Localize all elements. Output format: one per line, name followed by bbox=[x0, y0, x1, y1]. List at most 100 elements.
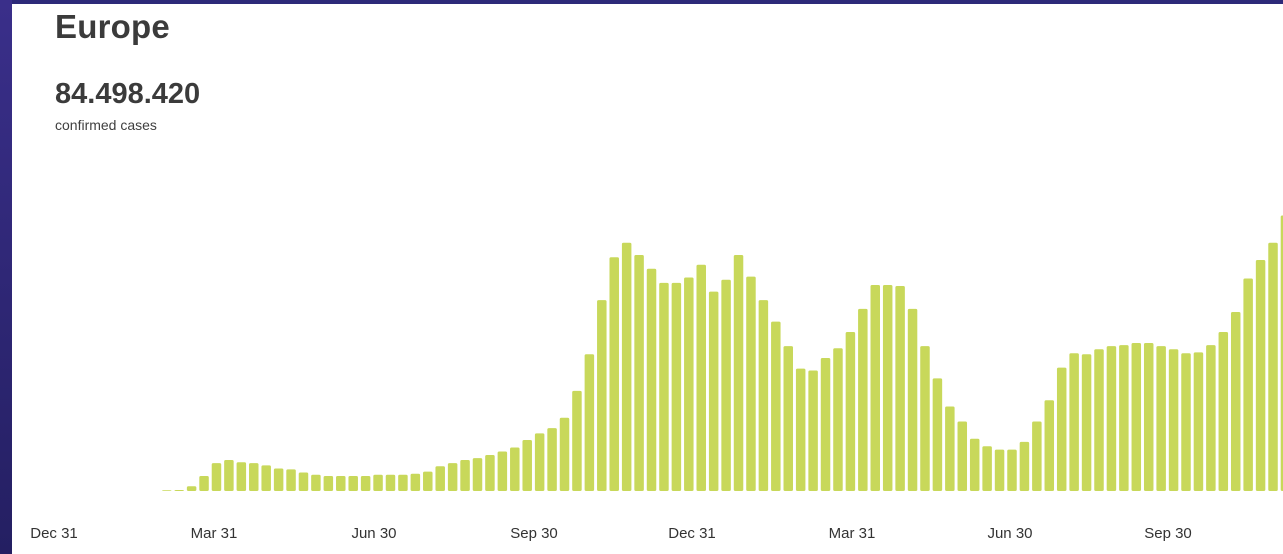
x-tick-label: Jun 30 bbox=[987, 525, 1032, 542]
bar bbox=[634, 255, 644, 491]
bar bbox=[423, 471, 433, 491]
bar bbox=[186, 486, 197, 491]
chart-card: Europe 84.498.420 confirmed cases Dec 31… bbox=[12, 4, 1283, 554]
bar bbox=[447, 463, 458, 491]
region-title: Europe bbox=[55, 8, 170, 45]
x-tick-label: Mar 31 bbox=[191, 525, 238, 542]
bar bbox=[609, 257, 619, 491]
bar bbox=[858, 308, 868, 491]
bar bbox=[534, 433, 545, 491]
bar bbox=[584, 354, 595, 491]
bar bbox=[224, 460, 234, 491]
bar bbox=[1156, 346, 1166, 491]
bar bbox=[659, 282, 669, 492]
bar bbox=[485, 455, 495, 491]
bar bbox=[410, 473, 421, 491]
bar bbox=[907, 308, 918, 491]
bar bbox=[1255, 260, 1266, 491]
bar bbox=[298, 472, 309, 491]
bar bbox=[895, 285, 905, 492]
bar bbox=[882, 285, 893, 491]
cases-bar-chart: Dec 31 Mar 31 Jun 30 Sep 30 Dec 31 Mar 31 Jun … bbox=[30, 215, 1283, 542]
bar bbox=[708, 291, 719, 491]
bar bbox=[1119, 345, 1129, 491]
bar bbox=[1106, 346, 1117, 491]
bar bbox=[870, 285, 881, 491]
window-frame-top bbox=[0, 0, 1283, 4]
bar bbox=[646, 268, 657, 491]
bar bbox=[1181, 353, 1191, 491]
bar bbox=[1019, 441, 1030, 491]
bar bbox=[808, 370, 818, 492]
bar bbox=[1280, 215, 1283, 491]
x-tick-label: Mar 31 bbox=[829, 525, 876, 542]
bar bbox=[621, 242, 632, 491]
bar bbox=[398, 474, 408, 491]
bar bbox=[1193, 352, 1204, 491]
bar bbox=[783, 346, 793, 491]
bar bbox=[1143, 342, 1154, 491]
bar bbox=[696, 264, 706, 491]
bar bbox=[969, 438, 980, 491]
bar bbox=[1044, 400, 1055, 491]
x-tick-label: Dec 31 bbox=[30, 525, 78, 542]
bar bbox=[522, 439, 532, 491]
bar bbox=[1243, 278, 1253, 491]
bar bbox=[721, 279, 731, 492]
bar bbox=[1007, 449, 1017, 491]
bar bbox=[1081, 354, 1092, 491]
bar bbox=[1056, 367, 1067, 491]
bar bbox=[795, 368, 806, 491]
x-tick-label: Dec 31 bbox=[668, 525, 716, 542]
bar bbox=[957, 421, 968, 491]
bar bbox=[1206, 345, 1216, 491]
x-axis-ticks: Dec 31 Mar 31 Jun 30 Sep 30 Dec 31 Mar 31 Jun … bbox=[30, 525, 1192, 542]
bar bbox=[1094, 349, 1104, 491]
bar bbox=[820, 357, 831, 492]
bar bbox=[559, 417, 570, 491]
bar bbox=[311, 474, 321, 491]
bar bbox=[572, 390, 582, 491]
bar bbox=[833, 348, 843, 491]
bar bbox=[273, 468, 284, 491]
bar bbox=[597, 300, 607, 491]
bar bbox=[920, 346, 930, 491]
bar bbox=[323, 475, 334, 491]
bar bbox=[771, 321, 781, 491]
bar bbox=[286, 469, 296, 491]
x-tick-label: Sep 30 bbox=[1144, 525, 1192, 542]
bar bbox=[385, 474, 396, 491]
bar bbox=[684, 277, 694, 491]
bar bbox=[472, 458, 483, 491]
confirmed-cases-total: 84.498.420 bbox=[55, 78, 201, 110]
bar bbox=[373, 474, 383, 491]
confirmed-cases-label: confirmed cases bbox=[55, 117, 157, 133]
bar bbox=[211, 463, 222, 491]
bar bbox=[510, 447, 520, 491]
bar bbox=[733, 255, 744, 491]
bar bbox=[1131, 342, 1142, 491]
bar bbox=[1032, 421, 1042, 491]
bar bbox=[236, 462, 247, 491]
bar bbox=[497, 451, 508, 491]
bar bbox=[348, 475, 358, 491]
bar bbox=[1230, 311, 1241, 491]
x-tick-label: Sep 30 bbox=[510, 525, 558, 542]
window-frame-left bbox=[0, 0, 12, 554]
x-tick-label: Jun 30 bbox=[351, 525, 396, 542]
bar bbox=[945, 406, 955, 491]
bar bbox=[1268, 242, 1278, 491]
bar bbox=[671, 282, 682, 492]
bar bbox=[261, 465, 271, 491]
bar bbox=[1069, 353, 1079, 491]
bar bbox=[435, 466, 445, 491]
bar bbox=[547, 428, 557, 491]
bar bbox=[1168, 349, 1179, 491]
bar bbox=[336, 475, 346, 491]
bar bbox=[199, 475, 209, 491]
bar bbox=[994, 449, 1005, 491]
bar bbox=[1218, 332, 1229, 491]
bar bbox=[360, 475, 371, 491]
bar bbox=[162, 490, 172, 491]
bar bbox=[982, 446, 992, 491]
